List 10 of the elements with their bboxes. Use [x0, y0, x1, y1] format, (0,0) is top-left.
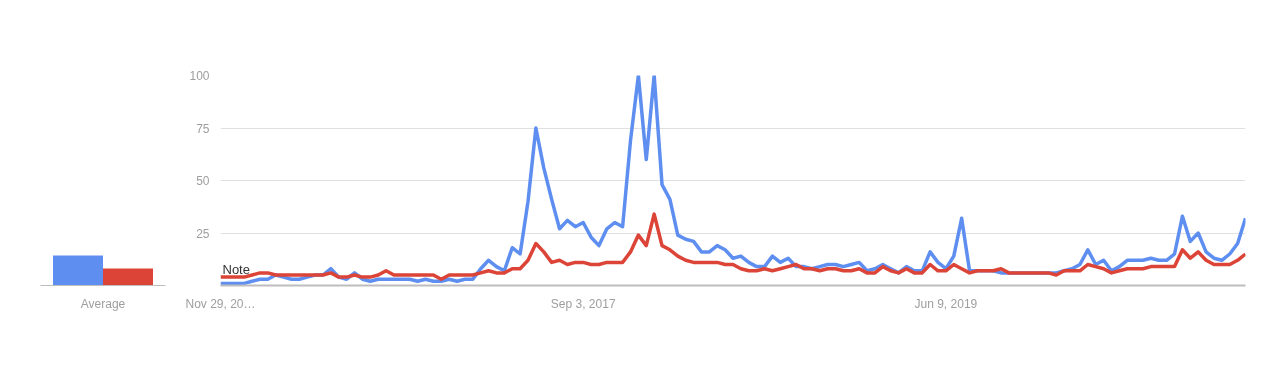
y-tick-label: 100 — [189, 69, 210, 83]
y-tick-label: 50 — [196, 174, 210, 188]
x-tick-label: Sep 3, 2017 — [550, 296, 616, 311]
y-tick-label: 25 — [196, 226, 210, 241]
x-tick-label: Average — [80, 296, 126, 311]
x-tick-label: Jun 9, 2019 — [914, 296, 978, 311]
annotation: Note — [222, 262, 250, 278]
y-tick-label: 75 — [196, 121, 210, 136]
line-series — [220, 212, 1246, 281]
x-tick-label: Nov 29, 20… — [185, 296, 256, 311]
